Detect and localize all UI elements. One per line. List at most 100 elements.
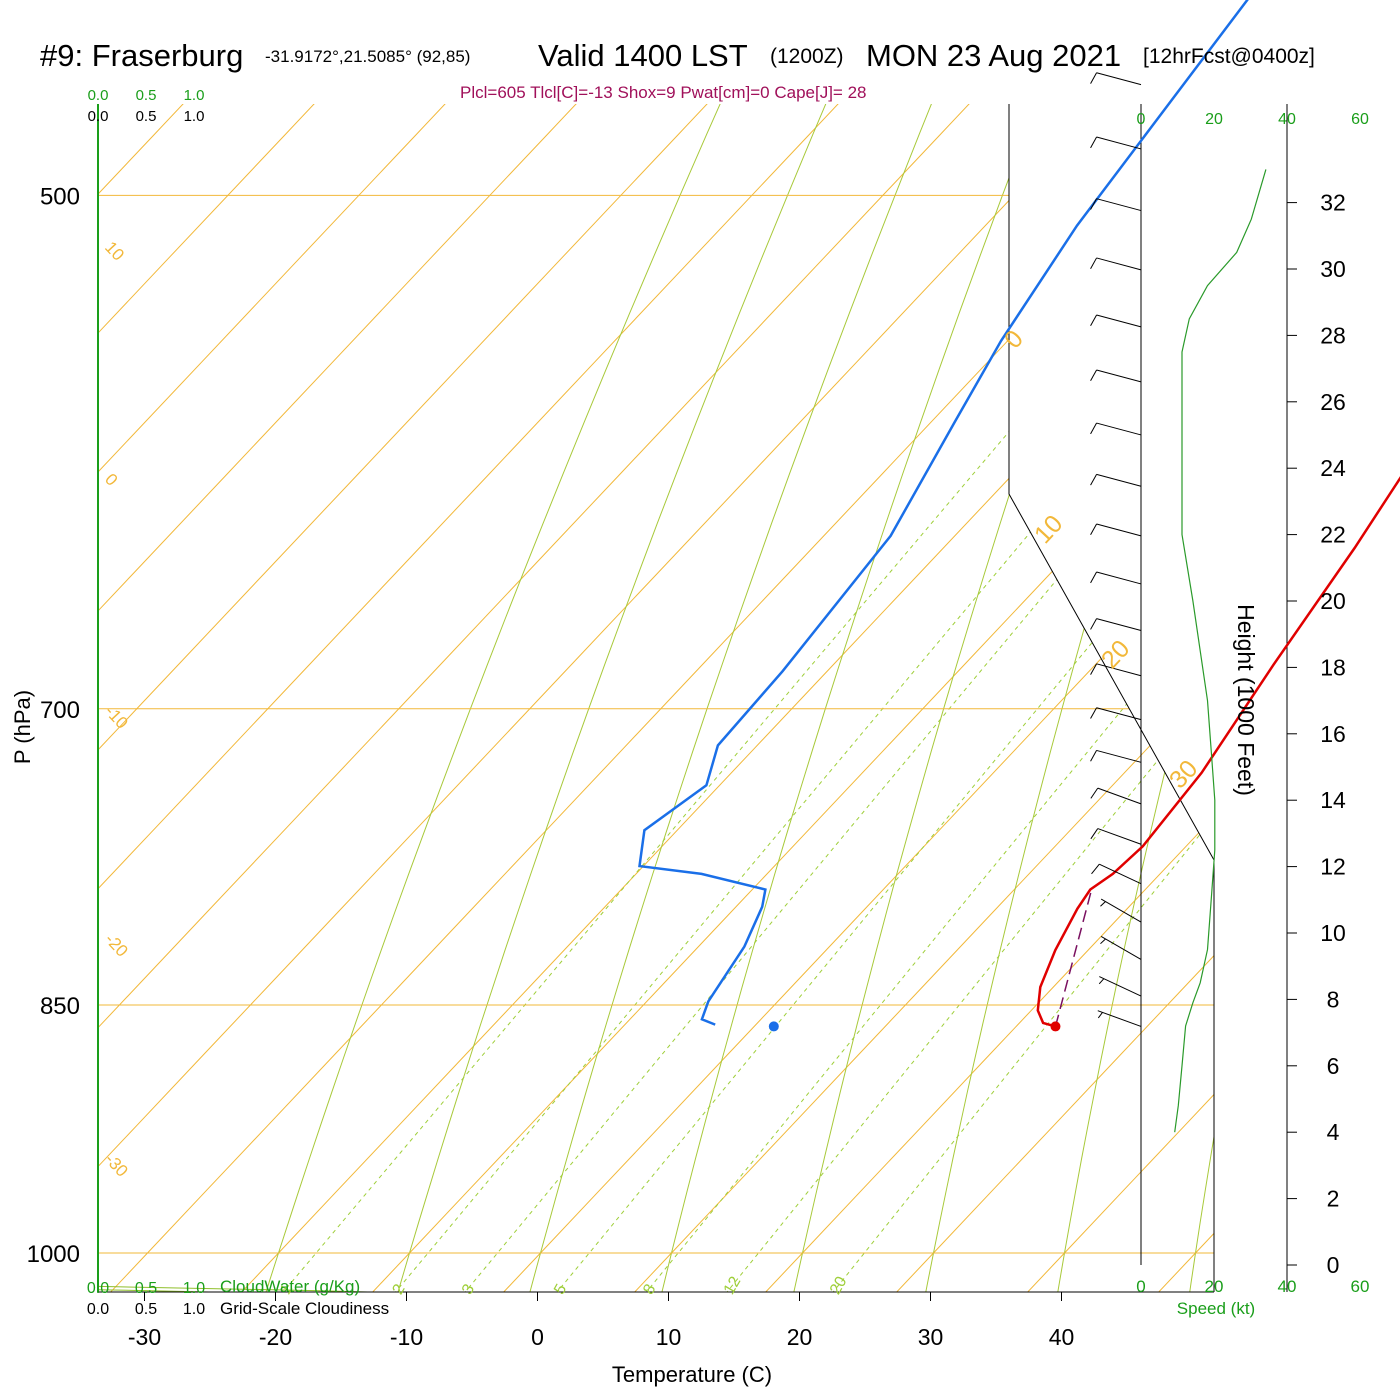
isotherm-line: [98, 104, 1214, 1292]
cloudiness-tick-top: 1.0: [184, 108, 205, 125]
height-axis-label: Height (1000 Feet): [1233, 604, 1259, 796]
isotherm-label: 10: [101, 238, 128, 265]
mixing-ratio-label: 2: [389, 1281, 408, 1297]
isotherm-label: -30: [101, 1150, 132, 1181]
wind-barb-staff: [1096, 473, 1142, 487]
wind-barb-staff: [1096, 618, 1142, 632]
dry-adiabat-line: [1186, 104, 1214, 1292]
isotherm-line: [98, 104, 1214, 1292]
cloudwater-tick-bottom: 0.5: [135, 1280, 157, 1297]
wind-barb-staff: [1096, 369, 1142, 383]
wind-barb: [1100, 936, 1142, 960]
height-tick-label: 30: [1320, 256, 1346, 282]
wind-barb: [1090, 72, 1142, 86]
mixing-ratio-line: [539, 104, 1214, 1292]
height-tick-label: 12: [1320, 854, 1346, 880]
wind-barb: [1090, 314, 1142, 328]
wind-barb-half-feather: [1100, 901, 1106, 907]
wind-barb-staff: [1097, 1010, 1142, 1027]
mixing-ratio-line: [709, 104, 1214, 1292]
wind-barb-staff: [1096, 136, 1142, 150]
pressure-label: 500: [40, 183, 80, 210]
pressure-label: 1000: [27, 1241, 80, 1268]
height-tick-label: 16: [1320, 721, 1346, 747]
isotherm-line: [98, 104, 1214, 1292]
station-coords: -31.9172°,21.5085° (92,85): [265, 47, 471, 66]
wind-barb-feather: [1090, 828, 1099, 840]
temperature-profile: [1036, 476, 1400, 1028]
height-tick-label: 24: [1320, 455, 1346, 481]
cloudwater-tick-bottom: 1.0: [183, 1280, 205, 1297]
isotherm-line: [98, 104, 1023, 1292]
wind-barb: [1090, 707, 1142, 721]
wind-barb-feather: [1090, 257, 1098, 269]
mixing-ratio-line: [447, 104, 1214, 1292]
cloudiness-label: Grid-Scale Cloudiness: [220, 1299, 389, 1318]
wind-barb: [1090, 828, 1142, 845]
speed-tick-top: 40: [1278, 111, 1296, 128]
speed-tick-bottom: 40: [1278, 1277, 1297, 1296]
wind-barb: [1090, 749, 1142, 763]
speed-tick-bottom: 60: [1351, 1277, 1370, 1296]
mixing-ratio-line: [265, 104, 1214, 1292]
height-tick-label: 22: [1320, 522, 1346, 548]
isotherm-line: [98, 104, 1214, 1292]
isotherm-line: [98, 104, 1214, 1292]
speed-tick-top: 20: [1205, 111, 1223, 128]
wind-barb: [1090, 257, 1142, 271]
isotherm-line: [1138, 104, 1214, 1292]
isotherm-line: [745, 104, 1214, 1292]
wind-barb-staff: [1096, 257, 1142, 271]
height-tick-label: 14: [1320, 787, 1346, 813]
pressure-label: 700: [40, 697, 80, 724]
x-tick-label: 40: [1049, 1324, 1075, 1350]
wind-barb-staff: [1096, 523, 1142, 537]
mixing-ratio-label: 8: [640, 1281, 659, 1297]
dry-adiabat-line: [788, 104, 1214, 1292]
isotherm-line: [614, 104, 1214, 1292]
wind-barb: [1090, 198, 1142, 212]
wind-barb: [1090, 571, 1142, 585]
dry-adiabat-line: [391, 104, 1214, 1292]
isotherm-label-right: 30: [1164, 755, 1203, 794]
wind-barb-feather: [1090, 787, 1099, 799]
isotherm-line: [352, 104, 1214, 1292]
wind-barb-feather: [1090, 474, 1098, 486]
wind-barb-staff: [1100, 898, 1142, 923]
mixing-ratio-line: [377, 104, 1214, 1292]
surface-dewpoint-dot: [768, 1021, 779, 1032]
valid-date: MON 23 Aug 2021: [866, 38, 1122, 73]
speed-tick-bottom: 0: [1136, 1277, 1145, 1296]
dry-adiabat-line: [1053, 104, 1214, 1292]
x-tick-label: 20: [787, 1324, 813, 1350]
isotherm-label: -10: [101, 702, 132, 733]
x-tick-label: -20: [259, 1324, 292, 1350]
dry-adiabat-line: [258, 104, 1214, 1292]
x-tick-label: 30: [918, 1324, 944, 1350]
dry-adiabat-line: [656, 104, 1214, 1292]
wind-barb-staff: [1096, 663, 1142, 677]
wind-barb: [1090, 787, 1142, 805]
wind-barb-feather: [1090, 663, 1098, 675]
cloudwater-label: CloudWater (g/Kg): [220, 1277, 360, 1296]
height-tick-label: 4: [1327, 1119, 1340, 1145]
height-tick-label: 18: [1320, 654, 1346, 680]
wind-barb: [1098, 976, 1142, 997]
isotherm-line: [98, 104, 1214, 1292]
wind-barb-staff: [1096, 72, 1142, 86]
plot-frame: [97, 104, 1288, 1293]
cloudiness-tick-bottom: 0.5: [135, 1301, 157, 1318]
isotherm-label: 0: [101, 470, 121, 490]
wind-barb-half-feather: [1097, 1012, 1103, 1019]
height-tick-label: 20: [1320, 588, 1346, 614]
wind-barb-feather: [1090, 136, 1098, 149]
speed-tick-top: 60: [1351, 111, 1369, 128]
wind-barb-feather: [1090, 198, 1098, 210]
background-lines: [98, 104, 1214, 1292]
isotherm-line: [98, 104, 1214, 1292]
cloudwater-tick-top: 0.5: [136, 87, 157, 104]
height-tick-label: 10: [1320, 920, 1346, 946]
wind-barb: [1090, 523, 1142, 537]
wind-barb-staff: [1096, 422, 1142, 436]
